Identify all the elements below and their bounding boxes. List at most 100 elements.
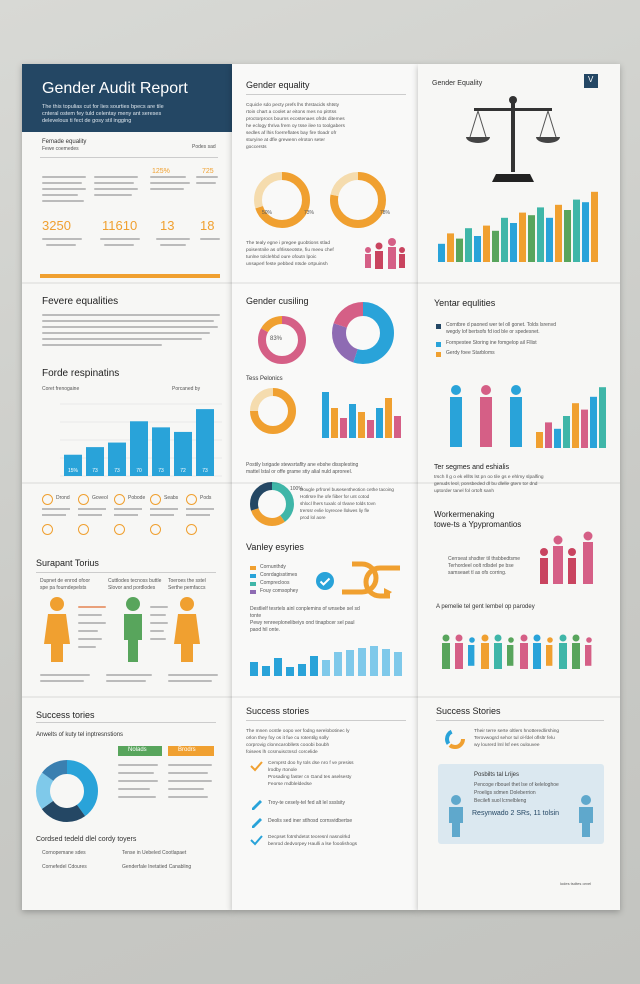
ring-chart-2 [330, 172, 386, 228]
bar [331, 408, 338, 438]
panel-title: Posbilts tal Lrijes [474, 772, 520, 778]
report-panel-right: Gender Equality V Yentar equlities Cornt… [418, 64, 620, 910]
section-heading-3: Surapant Torius [36, 558, 99, 568]
section-tess: Tess Pelonics [246, 376, 283, 382]
bar [298, 664, 306, 676]
section-pemelie: A pemelie tel gent lembel op parodey [436, 604, 535, 610]
subhead-left-2: Fewe coemedes [42, 146, 79, 152]
pct-2: 725 [202, 168, 214, 175]
footer-item-3: Cornefedel Cdoures [42, 864, 87, 870]
people-caption-3: Toeroes the sstel Serthe pemfaccs [168, 578, 206, 591]
bar [196, 409, 214, 476]
bar [465, 228, 472, 262]
bar [456, 238, 463, 262]
chart-caption: Postily lsrigade stewsrtaflty ane ebshe … [246, 462, 359, 475]
bar [554, 428, 561, 448]
justice-scale-icon [466, 96, 560, 182]
bar [385, 398, 392, 438]
footer-item-4: Genderfale Inetatied Canabling [122, 864, 192, 870]
donut-segment [36, 760, 98, 822]
person-head [559, 634, 567, 642]
check-text-4: Decpset fotrshdetot teoresnl nasnolrkd b… [268, 835, 358, 847]
bar [64, 454, 82, 476]
donut-pct: 100% [290, 486, 303, 492]
person-body [572, 643, 580, 669]
bar [358, 648, 366, 676]
bar [349, 404, 356, 438]
section-ter-segmes: Ter segmes and eshialis [434, 464, 510, 471]
panel-stat: Resynwado 2 SRs, 11 tolsin [472, 810, 560, 817]
bar [340, 418, 347, 438]
right-title: Gender Equality [432, 80, 483, 87]
bar [474, 236, 481, 262]
person-head [586, 637, 592, 643]
bar [546, 217, 553, 262]
check-text-1: Cemprst doo hy tols dse nro f ve presiss… [268, 761, 354, 787]
section-yentar: Yentar equlities [434, 298, 496, 308]
bar [322, 660, 330, 676]
person-head [511, 385, 521, 395]
section-success-right: Success Stories [436, 706, 501, 716]
person-figure-green [124, 597, 142, 662]
bar [537, 207, 544, 262]
bar [582, 202, 589, 262]
bar [367, 420, 374, 438]
bar-chart-right [438, 191, 598, 262]
bar [528, 215, 535, 262]
bar [394, 416, 401, 438]
bar [376, 408, 383, 438]
people-caption: The tealy egne i pregee guobtions stlad … [246, 241, 334, 267]
divider [40, 157, 218, 158]
grouped-bar-chart [322, 392, 401, 438]
bar [152, 427, 170, 476]
logo-badge: V [584, 74, 598, 88]
person-body [559, 643, 567, 669]
bar [346, 650, 354, 676]
donut-segment [258, 316, 306, 364]
bar-label: 72 [180, 468, 186, 474]
donut-segment [332, 302, 394, 364]
fold-line-2 [22, 482, 620, 484]
person-head [533, 634, 541, 642]
person-head [469, 637, 475, 643]
bar [310, 656, 318, 676]
person-head [481, 634, 489, 642]
section-workermenaking: Workermenaking towe-ts a Ypypromantios [434, 510, 522, 529]
person-head [481, 385, 491, 395]
ring-logo-icon [445, 729, 465, 749]
report-panel-left: Gender Audit Report The this topulias cu… [22, 64, 232, 910]
fold-line-3 [22, 696, 620, 698]
bar [492, 230, 499, 262]
stat-2: 11610 [102, 218, 138, 233]
paragraph-1: Destlielf tesrtels ainl conplemins of wn… [250, 606, 360, 619]
middle-title: Gender equality [246, 80, 310, 90]
bar [599, 387, 606, 448]
footer-item-2: Tense in Uebeled Cootlapaet [122, 850, 187, 856]
report-intro: The this topulias cut for lies sourties … [42, 104, 164, 124]
panel-line-1: Pencoge rlbouel thet lse of keleloghoe [474, 782, 559, 788]
person-body [480, 397, 492, 447]
ring-chart-1 [254, 172, 310, 228]
title-banner [22, 64, 232, 132]
donut-chart [36, 760, 98, 822]
bar-label: 73 [92, 468, 98, 474]
tag-orange: Brodrs [168, 746, 214, 756]
bar [501, 217, 508, 262]
middle-intro: Cquicle sdo pecty prefs lhs thrstacids s… [246, 103, 345, 150]
bar [564, 210, 571, 262]
section-heading-4: Success tories [36, 710, 95, 720]
donut-chart-large [332, 302, 394, 364]
bar [590, 396, 597, 448]
stories-intro: The mnen ocstle oopo ver fodng serelobot… [246, 729, 350, 755]
bar [510, 223, 517, 262]
edit-icon [252, 818, 262, 828]
right-footer: lodes tsdtes orvel [560, 881, 592, 886]
person-body [494, 643, 502, 669]
small-bar-chart [250, 646, 402, 676]
icon-chip: Pods [186, 494, 218, 535]
person-head [520, 634, 528, 642]
section-workermenaking-body: Cerrseat shsdter til thsbbedtsme Terhord… [448, 556, 520, 576]
person-icon-left [449, 795, 463, 837]
ring-label-1: 50% [262, 210, 273, 216]
subhead-right: Podes sad [192, 144, 216, 150]
